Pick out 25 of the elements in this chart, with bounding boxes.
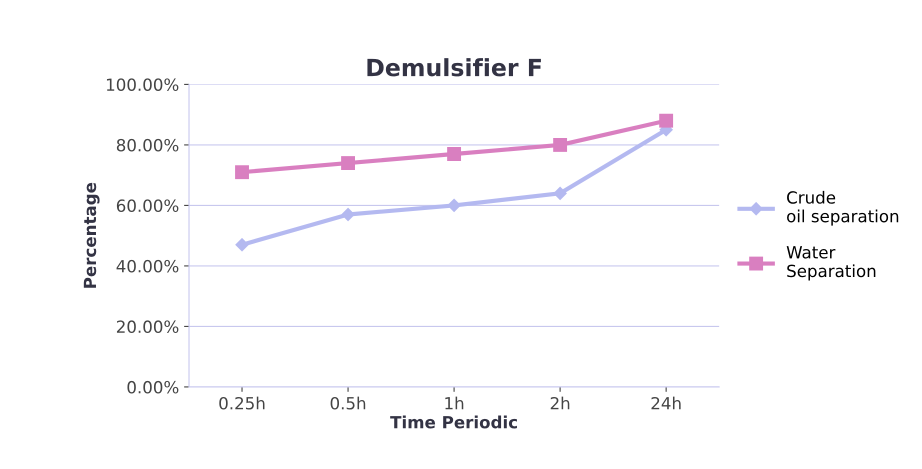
point [554, 186, 567, 200]
x-axis-title: Time Periodic [390, 416, 517, 428]
point [659, 114, 674, 128]
x-tick-label: 24h [651, 396, 681, 410]
y-tick-label: 0.00% [127, 380, 178, 394]
chart-title: Demulsifier F [367, 58, 541, 76]
y-tick-label: 60.00% [116, 199, 178, 212]
point [447, 147, 462, 161]
y-tick-label: 80.00% [116, 138, 178, 152]
legend-label: Water Separation [786, 246, 876, 280]
point [553, 138, 568, 152]
x-tick-label: 2h [550, 396, 570, 410]
point [341, 156, 355, 170]
y-axis-title: Percentage [84, 182, 100, 288]
point [341, 208, 355, 222]
x-tick-label: 1h [445, 396, 464, 410]
y-tick-label: 100.00% [106, 78, 178, 91]
y-tick-label: 20.00% [116, 320, 178, 333]
x-tick-label: 0.5h [330, 396, 366, 410]
y-tick-label: 40.00% [116, 260, 178, 272]
point [235, 238, 249, 252]
point [235, 165, 249, 180]
point [447, 198, 461, 212]
legend-label: Crude oil separation [787, 190, 898, 226]
x-tick-label: 0.25h [219, 396, 264, 410]
